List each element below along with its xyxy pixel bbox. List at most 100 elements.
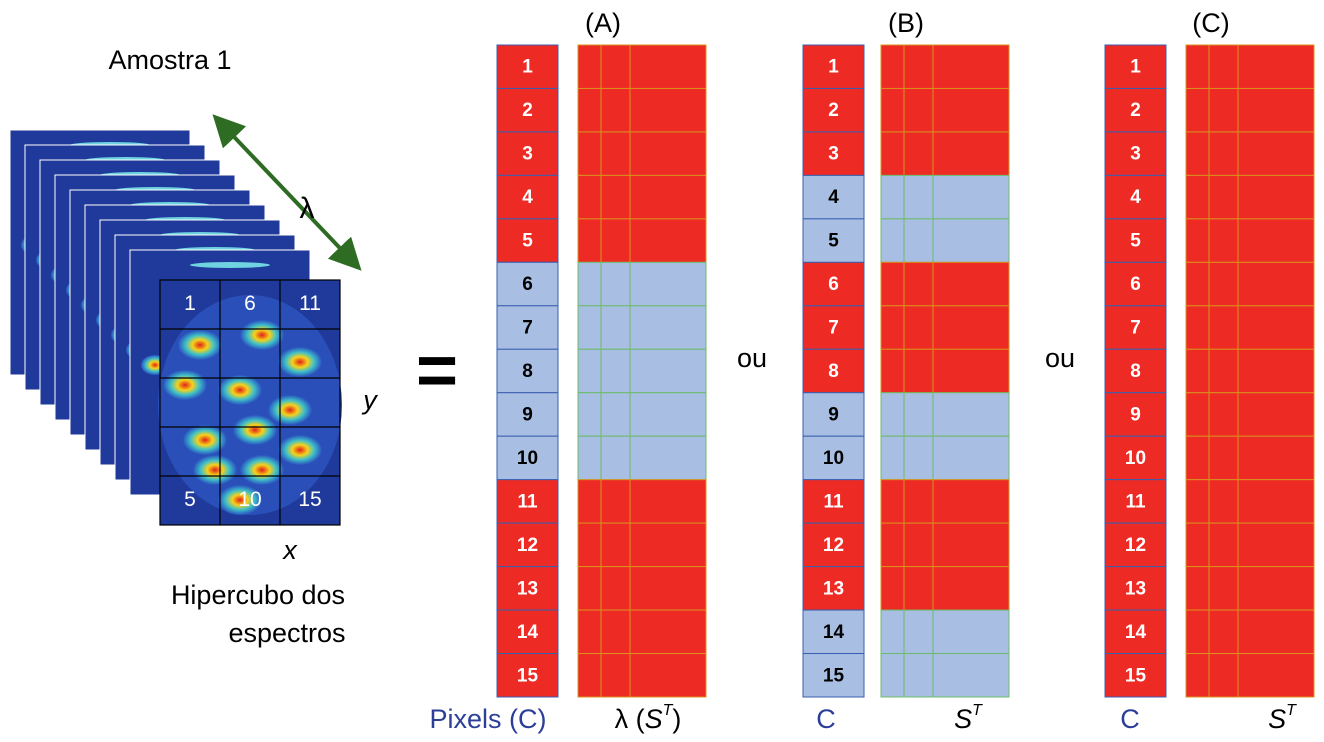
sample-title: Amostra 1 <box>108 45 231 75</box>
grain <box>240 455 284 485</box>
c-label: C <box>816 704 836 734</box>
lambda-label: λ <box>300 192 315 225</box>
s-label-prefix: λ ( <box>615 704 645 734</box>
figure: 161151015 Amostra 1 λ y x Hipercubo dos … <box>0 0 1324 742</box>
c-label: C <box>1120 704 1140 734</box>
spectrum-row <box>1186 262 1314 305</box>
c-label: Pixels (C) <box>429 704 546 734</box>
spectrum-row <box>1186 654 1314 697</box>
pixel-label: 5 <box>828 231 839 252</box>
spectrum-row <box>881 88 1009 131</box>
grain <box>178 330 222 360</box>
spectrum-row <box>1186 88 1314 131</box>
pixel-label: 4 <box>1130 187 1141 208</box>
pixel-label: 12 <box>1125 535 1146 556</box>
grain <box>218 375 262 405</box>
x-label: x <box>281 535 298 565</box>
pixel-label: 14 <box>823 622 845 643</box>
spectrum-row <box>578 610 706 653</box>
separator: ou <box>737 343 767 373</box>
grid-label: 1 <box>184 292 196 315</box>
pixel-label: 1 <box>1130 57 1141 78</box>
y-label: y <box>361 385 378 415</box>
grain <box>278 347 322 377</box>
pixel-label: 5 <box>1130 231 1141 252</box>
grain <box>278 435 322 465</box>
pixel-label: 1 <box>522 57 533 78</box>
spectrum-row <box>578 175 706 218</box>
s-label: ST <box>954 702 983 734</box>
panel-title: (A) <box>585 8 621 38</box>
slice-arc <box>190 262 270 268</box>
spectrum-row <box>578 523 706 566</box>
pixel-label: 6 <box>828 274 839 295</box>
spectrum-row <box>1186 306 1314 349</box>
pixel-label: 11 <box>517 491 538 512</box>
pixel-label: 7 <box>522 318 533 339</box>
grid-label: 11 <box>299 292 321 315</box>
spectrum-row <box>578 654 706 697</box>
pixel-label: 2 <box>1130 100 1141 121</box>
pixel-label: 8 <box>522 361 533 382</box>
pixel-label: 13 <box>823 578 844 599</box>
s-label-sup: T <box>972 702 983 719</box>
pixel-label: 15 <box>1125 665 1147 686</box>
pixel-label: 8 <box>1130 361 1141 382</box>
spectrum-row <box>881 610 1009 653</box>
pixel-label: 10 <box>517 448 538 469</box>
spectrum-row <box>578 306 706 349</box>
grain <box>240 320 284 350</box>
separator: ou <box>1045 343 1075 373</box>
spectrum-row <box>578 262 706 305</box>
spectrum-row <box>881 393 1009 436</box>
pixel-label: 6 <box>1130 274 1141 295</box>
pixel-label: 15 <box>823 665 845 686</box>
spectrum-row <box>578 88 706 131</box>
pixel-label: 11 <box>823 491 844 512</box>
spectrum-row <box>881 262 1009 305</box>
spectrum-row <box>881 480 1009 523</box>
pixel-label: 3 <box>828 144 839 165</box>
grid-label: 6 <box>244 292 256 315</box>
spectrum-row <box>1186 132 1314 175</box>
s-label: ST <box>1268 702 1297 734</box>
grain <box>233 415 277 445</box>
spectrum-row <box>578 480 706 523</box>
spectrum-row <box>578 45 706 88</box>
spectrum-row <box>881 436 1009 479</box>
grain <box>163 370 207 400</box>
spectrum-row <box>1186 610 1314 653</box>
pixel-label: 10 <box>1125 448 1146 469</box>
spectrum-row <box>881 306 1009 349</box>
spectrum-row <box>881 219 1009 262</box>
spectrum-row <box>1186 523 1314 566</box>
pixel-label: 14 <box>1125 622 1147 643</box>
spectrum-row <box>881 349 1009 392</box>
pixel-label: 5 <box>522 231 533 252</box>
pixel-label: 8 <box>828 361 839 382</box>
spectrum-row <box>881 45 1009 88</box>
pixel-label: 2 <box>522 100 533 121</box>
pixel-label: 1 <box>828 57 839 78</box>
pixel-label: 3 <box>522 144 533 165</box>
spectrum-row <box>1186 349 1314 392</box>
pixel-label: 12 <box>823 535 844 556</box>
s-label-symbol: S <box>1268 704 1286 734</box>
spectrum-row <box>881 175 1009 218</box>
pixel-label: 6 <box>522 274 533 295</box>
spectrum-row <box>578 219 706 262</box>
pixel-label: 2 <box>828 100 839 121</box>
pixel-label: 4 <box>522 187 533 208</box>
spectrum-row <box>578 567 706 610</box>
hypercube: 161151015 <box>10 130 342 525</box>
caption-line: espectros <box>228 618 345 648</box>
spectrum-row <box>1186 567 1314 610</box>
spectrum-row <box>578 349 706 392</box>
grain <box>268 395 312 425</box>
spectrum-row <box>578 132 706 175</box>
spectrum-row <box>1186 175 1314 218</box>
panel-title: (B) <box>888 8 924 38</box>
spectrum-row <box>1186 480 1314 523</box>
grid-label: 10 <box>238 488 261 511</box>
